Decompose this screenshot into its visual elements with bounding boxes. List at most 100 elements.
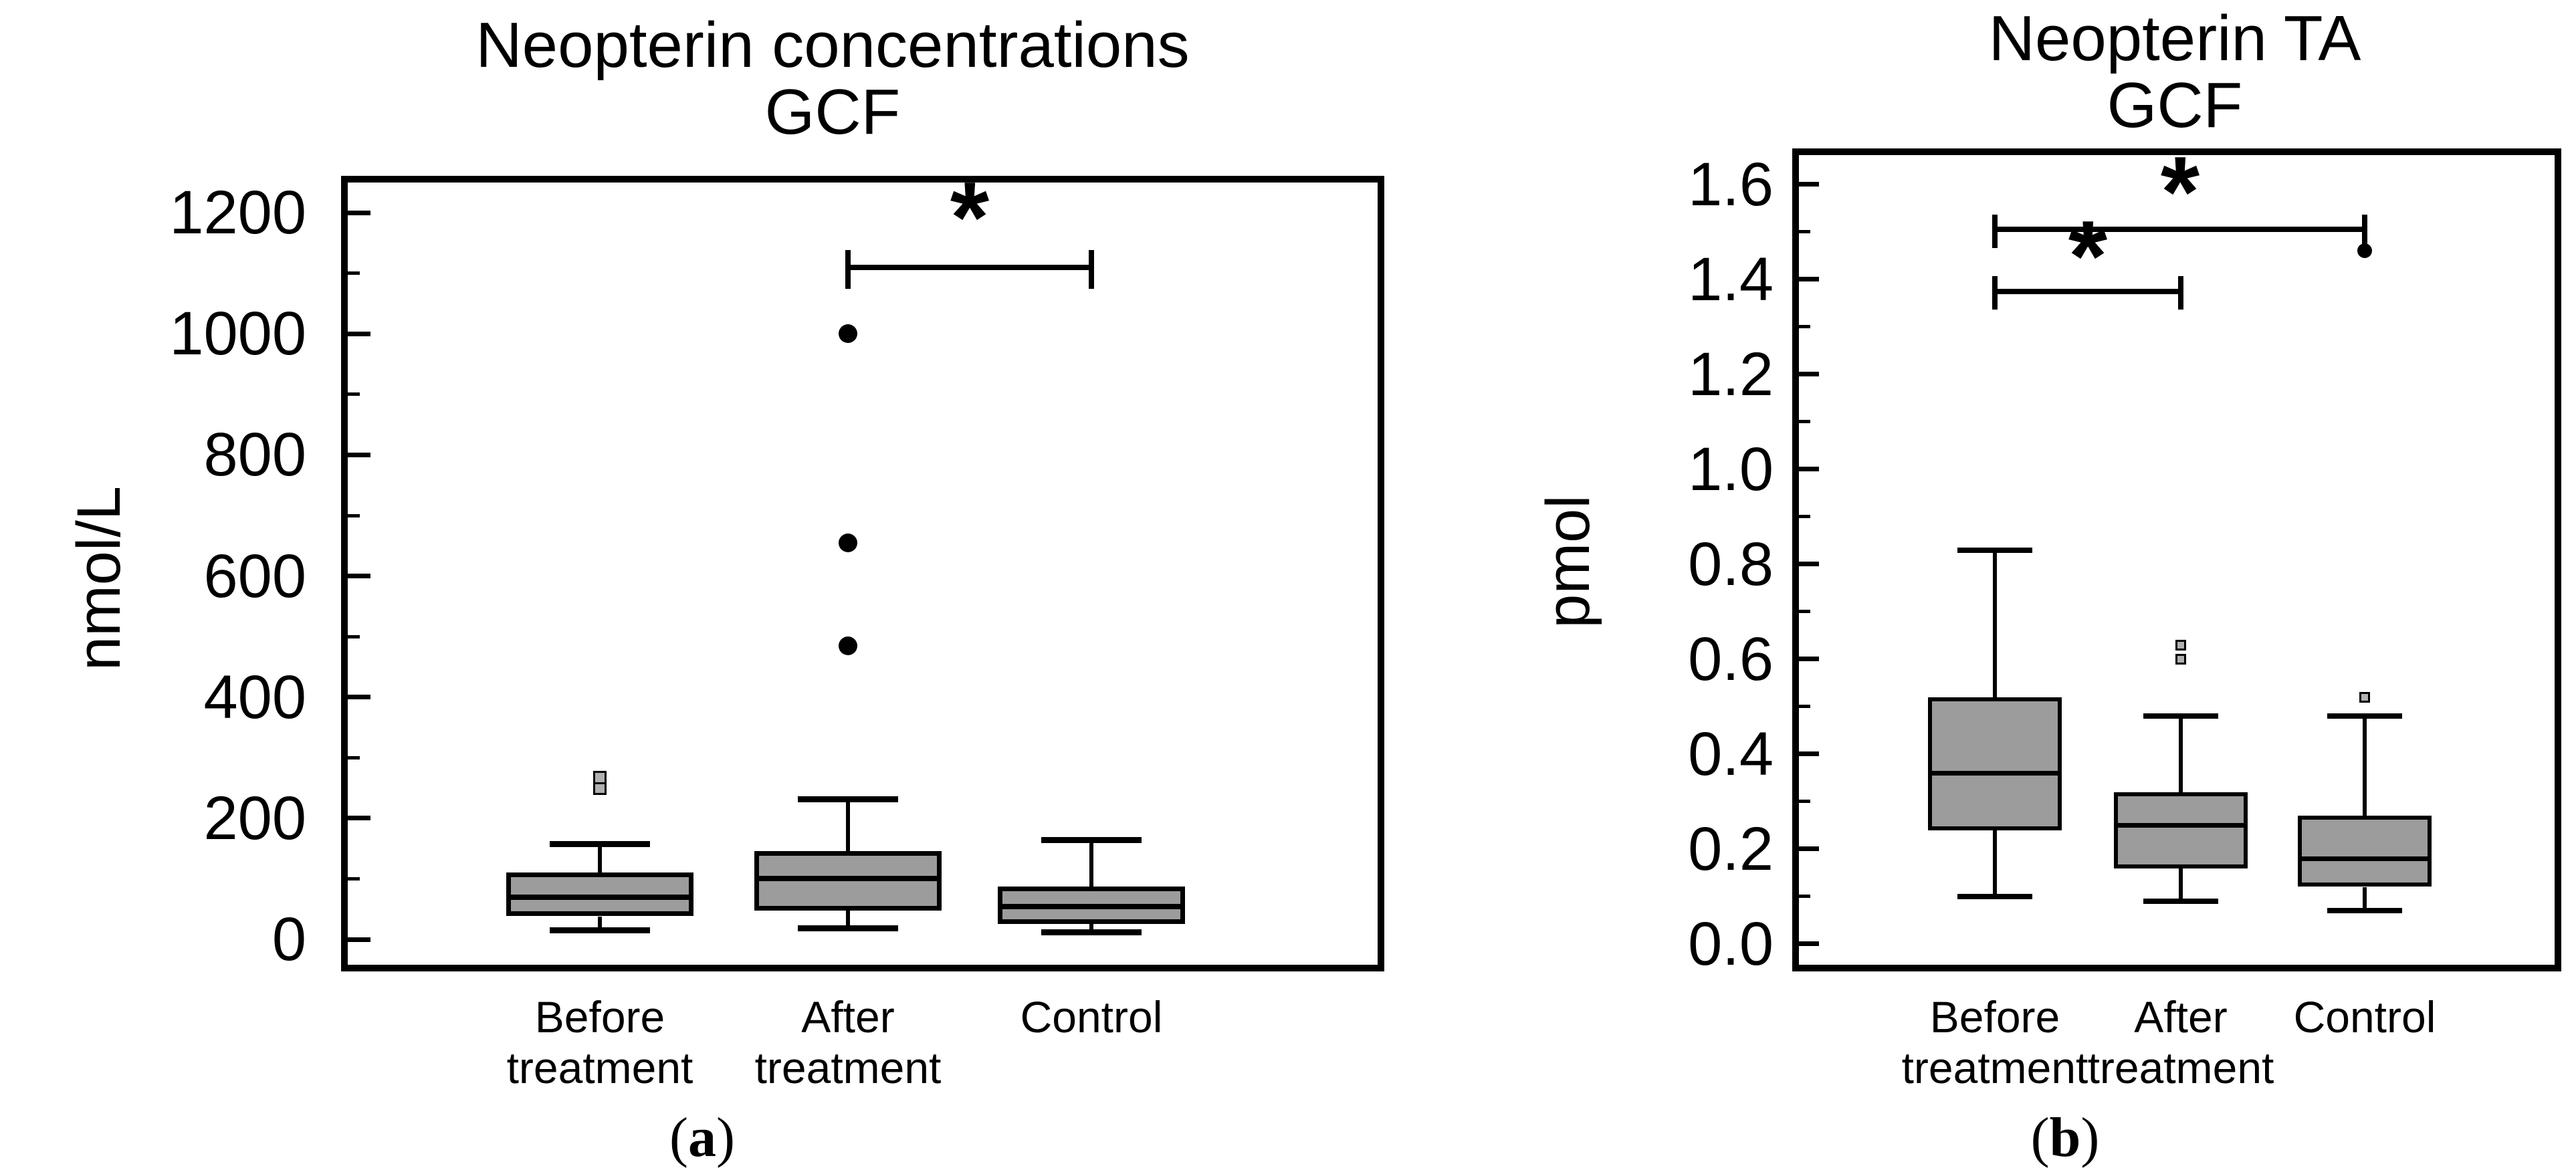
y-minor-tick xyxy=(348,756,360,759)
x-category-label-control: Control xyxy=(2131,991,2576,1042)
y-minor-tick xyxy=(1799,705,1810,708)
outlier-circle-control xyxy=(2357,243,2372,258)
whisker-upper-cap-after-treatment xyxy=(2143,713,2218,719)
panel-letter-a: (a) xyxy=(669,1106,735,1169)
y-minor-tick xyxy=(348,635,360,638)
whisker-lower-stem-after-treatment xyxy=(2179,868,2183,901)
whisker-upper-stem-control xyxy=(2363,716,2367,816)
y-minor-tick xyxy=(1799,800,1810,803)
y-major-tick xyxy=(348,695,370,699)
whisker-upper-cap-before-treatment xyxy=(1957,548,2032,553)
x-category-label-line: treatment xyxy=(2087,1043,2274,1092)
y-tick-label: 0.2 xyxy=(1688,815,1774,883)
sig-bracket-line-1 xyxy=(1995,289,2181,294)
whisker-upper-stem-after-treatment xyxy=(2179,716,2183,792)
y-minor-tick xyxy=(1799,515,1810,518)
x-category-label-line: treatment xyxy=(1901,1043,2088,1092)
panel-letter-char: b xyxy=(2049,1106,2081,1169)
sig-bracket-cap-right-0 xyxy=(2362,215,2367,248)
significance-star-1: * xyxy=(2068,199,2108,312)
sig-bracket-cap-left-0 xyxy=(845,250,851,289)
whisker-upper-cap-control xyxy=(2327,713,2402,719)
x-category-label-line: After xyxy=(801,992,895,1042)
y-major-tick xyxy=(348,453,370,457)
y-tick-label: 1.0 xyxy=(1688,435,1774,503)
outlier-circle-after-treatment xyxy=(839,636,857,655)
whisker-lower-stem-before-treatment xyxy=(598,917,602,931)
y-tick-label: 400 xyxy=(203,663,307,731)
y-tick-label: 800 xyxy=(203,421,307,489)
y-minor-tick xyxy=(1799,420,1810,423)
whisker-upper-stem-before-treatment xyxy=(1993,550,1997,697)
sig-bracket-line-0 xyxy=(848,265,1091,270)
whisker-upper-cap-before-treatment xyxy=(550,841,650,847)
whisker-lower-stem-after-treatment xyxy=(846,911,850,929)
median-line-before-treatment xyxy=(1928,771,2062,776)
whisker-upper-stem-after-treatment xyxy=(846,800,850,851)
y-major-tick xyxy=(1799,372,1819,376)
significance-star-0: * xyxy=(950,160,990,273)
y-tick-label: 0 xyxy=(272,905,306,973)
x-category-label-control: Control xyxy=(857,991,1325,1042)
y-minor-tick xyxy=(1799,610,1810,613)
box-control xyxy=(2298,816,2432,887)
y-minor-tick xyxy=(348,271,360,275)
y-tick-label: 1.4 xyxy=(1688,245,1774,314)
y-major-tick xyxy=(1799,657,1819,661)
box-before-treatment xyxy=(1928,697,2062,830)
whisker-lower-stem-control xyxy=(1089,924,1093,932)
y-tick-label: 1000 xyxy=(169,300,306,368)
x-category-label-line: Before xyxy=(1929,992,2060,1042)
median-line-after-treatment xyxy=(2114,823,2248,828)
panel-b-title-line1: Neopterin TA xyxy=(1988,3,2361,74)
outlier-square-control xyxy=(2359,692,2370,703)
whisker-lower-stem-before-treatment xyxy=(1993,830,1997,896)
y-major-tick xyxy=(348,332,370,336)
whisker-upper-cap-after-treatment xyxy=(798,796,898,802)
x-category-label-line: Control xyxy=(1020,992,1163,1042)
y-major-tick xyxy=(1799,277,1819,281)
outlier-square-after-treatment xyxy=(2175,654,2186,665)
y-minor-tick xyxy=(348,877,360,881)
outlier-circle-after-treatment xyxy=(839,324,857,343)
sig-bracket-cap-right-0 xyxy=(1089,250,1094,289)
whisker-upper-cap-control xyxy=(1041,837,1142,843)
outlier-circle-after-treatment xyxy=(839,534,857,552)
y-major-tick xyxy=(1799,467,1819,471)
y-tick-label: 0.0 xyxy=(1688,910,1774,978)
whisker-lower-cap-after-treatment xyxy=(2143,899,2218,904)
median-line-control xyxy=(2298,856,2432,861)
panel-letter-b: (b) xyxy=(2030,1106,2100,1169)
whisker-lower-cap-control xyxy=(1041,929,1142,935)
box-after-treatment xyxy=(2114,792,2248,868)
panel-a-title-line2: GCF xyxy=(764,76,901,148)
y-major-tick xyxy=(1799,562,1819,566)
whisker-lower-cap-after-treatment xyxy=(798,925,898,931)
x-category-label-before-treatment: Before treatment xyxy=(366,991,834,1093)
outlier-square-before-treatment xyxy=(593,771,607,784)
median-line-control xyxy=(998,904,1185,909)
y-tick-label: 1.6 xyxy=(1688,150,1774,219)
y-major-tick xyxy=(1799,941,1819,946)
whisker-upper-stem-control xyxy=(1089,840,1093,887)
y-major-tick xyxy=(348,574,370,578)
plot-frame xyxy=(341,176,1384,971)
x-category-label-line: Control xyxy=(2293,992,2436,1042)
sig-bracket-cap-left-1 xyxy=(1992,276,1998,310)
panel-b-title: Neopterin TA GCF xyxy=(1640,5,2576,139)
median-line-before-treatment xyxy=(506,895,693,900)
y-minor-tick xyxy=(1799,230,1810,233)
whisker-upper-stem-before-treatment xyxy=(598,844,602,873)
y-tick-label: 0.6 xyxy=(1688,625,1774,693)
x-category-label-line: treatment xyxy=(754,1043,942,1092)
y-minor-tick xyxy=(348,514,360,517)
y-major-tick xyxy=(348,211,370,215)
y-tick-label: 0.8 xyxy=(1688,530,1774,598)
panel-a-title: Neopterin concentrations GCF xyxy=(231,12,1434,146)
x-category-label-after-treatment: After treatment xyxy=(614,991,1082,1093)
y-tick-label: 1200 xyxy=(169,179,306,247)
sig-bracket-cap-left-0 xyxy=(1992,215,1998,248)
x-category-label-line: treatment xyxy=(506,1043,693,1092)
